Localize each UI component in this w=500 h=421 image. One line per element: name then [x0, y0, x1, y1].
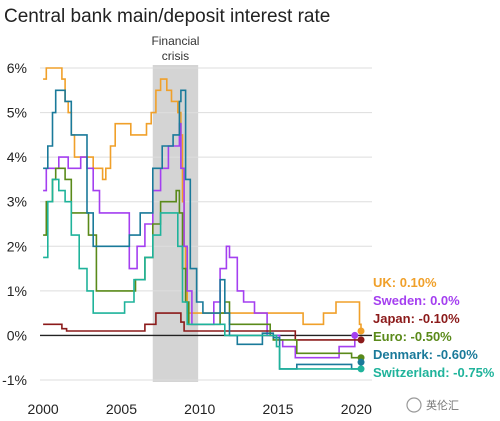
series-end-marker-japan — [357, 336, 365, 344]
legend-label-euro: Euro: -0.50% — [373, 329, 452, 344]
band-label-line-2: crisis — [162, 49, 189, 63]
x-tick-label: 2005 — [106, 401, 137, 417]
y-tick-label: 1% — [7, 283, 27, 299]
y-tick-label: -1% — [2, 372, 27, 388]
series-end-marker-sweden — [351, 331, 359, 339]
legend: UK: 0.10% Sweden: 0.0% Japan: -0.10% Euro: … — [373, 275, 495, 380]
y-axis: -1% 0% 1% 2% 3% 4% 5% 6% — [2, 60, 27, 388]
y-tick-label: 6% — [7, 60, 27, 76]
x-tick-label: 2010 — [184, 401, 215, 417]
y-tick-label: 0% — [7, 327, 27, 343]
series-line-euro — [43, 167, 361, 359]
series-end-marker-uk — [357, 327, 365, 335]
x-axis: 2000 2005 2010 2015 2020 — [28, 401, 373, 417]
band-label-line-1: Financial — [151, 34, 199, 48]
watermark-text: 英伦汇 — [426, 398, 459, 412]
legend-label-sweden: Sweden: 0.0% — [373, 293, 460, 308]
watermark: 英伦汇 — [406, 397, 459, 413]
legend-label-denmark: Denmark: -0.60% — [373, 347, 478, 362]
y-tick-label: 2% — [7, 238, 27, 254]
series-line-sweden — [43, 122, 356, 359]
series-line-japan — [43, 312, 361, 341]
series-line-switzerland — [43, 178, 361, 370]
legend-label-switzerland: Switzerland: -0.75% — [373, 365, 495, 380]
x-tick-label: 2015 — [262, 401, 293, 417]
gridlines — [40, 67, 372, 381]
wechat-icon — [406, 397, 422, 413]
y-tick-label: 4% — [7, 149, 27, 165]
series-end-marker-denmark — [357, 358, 365, 366]
chart-title: Central bank main/deposit interest rate — [4, 6, 330, 27]
y-tick-label: 3% — [7, 194, 27, 210]
series-line-denmark — [43, 89, 362, 370]
legend-label-uk: UK: 0.10% — [373, 275, 437, 290]
x-tick-label: 2020 — [341, 401, 372, 417]
financial-crisis-band: Financial crisis — [151, 34, 199, 382]
series-lines — [43, 67, 365, 373]
x-tick-label: 2000 — [28, 401, 59, 417]
y-tick-label: 5% — [7, 105, 27, 121]
legend-label-japan: Japan: -0.10% — [373, 311, 460, 326]
series-end-marker-switzerland — [357, 365, 365, 373]
